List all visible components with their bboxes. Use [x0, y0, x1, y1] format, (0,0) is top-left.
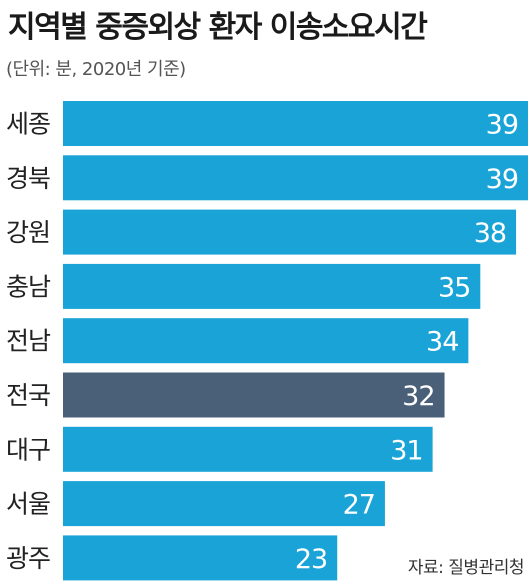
- source-note: 자료: 질병관리청: [407, 558, 525, 578]
- bar-row: 대구 31: [6, 426, 433, 472]
- chart-title: 지역별 중증외상 환자 이송소요시간: [8, 10, 428, 45]
- bar-row: 서울 27: [6, 481, 385, 527]
- bar: [63, 101, 528, 146]
- chart-subtitle: (단위: 분, 2020년 기준): [6, 59, 186, 80]
- bar-value-label: 27: [343, 490, 375, 521]
- bar-value-label: 23: [295, 544, 327, 575]
- region-label: 경북: [6, 164, 50, 193]
- bar: [63, 209, 517, 255]
- region-label: 세종: [6, 110, 50, 139]
- region-label: 강원: [6, 218, 50, 247]
- bar: [63, 318, 469, 364]
- bar-highlight: [63, 372, 445, 418]
- bar-value-label: 34: [426, 327, 458, 358]
- bar-value-label: 39: [486, 164, 518, 195]
- bar-row: 강원 38: [6, 209, 517, 255]
- bar: [63, 535, 338, 581]
- bar-row: 충남 35: [6, 263, 481, 309]
- bar-row: 전남 34: [6, 318, 469, 364]
- bar: [63, 155, 528, 201]
- bar-row: 광주 23: [6, 535, 338, 581]
- bar: [63, 481, 385, 527]
- bar-value-label: 35: [438, 272, 470, 303]
- bar-row: 세종 39: [6, 101, 528, 146]
- bar-value-label: 31: [390, 435, 422, 466]
- region-label: 충남: [6, 272, 51, 301]
- bar: [63, 263, 481, 309]
- region-label: 서울: [6, 490, 50, 519]
- bar: [63, 426, 433, 472]
- bar-value-label: 38: [474, 218, 506, 249]
- region-label: 광주: [6, 544, 50, 573]
- region-label: 대구: [6, 435, 50, 464]
- bar-row: 경북 39: [6, 155, 528, 201]
- region-label: 전남: [6, 327, 51, 356]
- bar-row: 전국 32: [6, 372, 445, 418]
- bar-value-label: 39: [486, 110, 518, 141]
- bar-value-label: 32: [402, 381, 434, 412]
- region-label: 전국: [6, 381, 50, 410]
